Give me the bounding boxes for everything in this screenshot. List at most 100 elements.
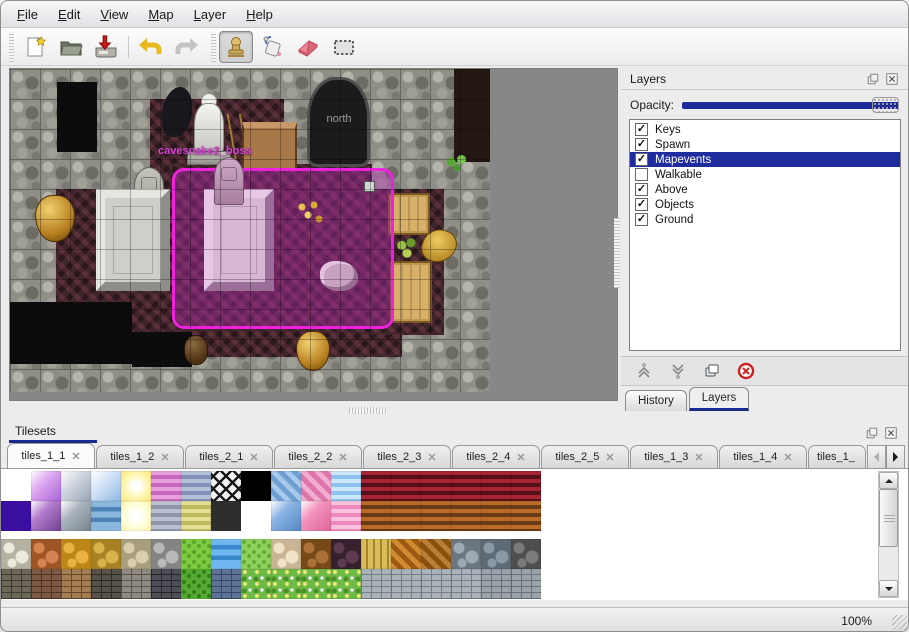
tile-cell[interactable] (31, 471, 61, 501)
layer-row-keys[interactable]: ✓ Keys (630, 122, 900, 137)
tile-cell[interactable] (301, 569, 331, 599)
tileset-tab[interactable]: tiles_1_ (808, 445, 866, 468)
tab-history[interactable]: History (625, 390, 687, 411)
tile-cell[interactable] (481, 471, 511, 501)
tile-cell[interactable] (361, 539, 391, 569)
layer-visibility-checkbox[interactable] (635, 168, 648, 181)
close-tab-icon[interactable]: ✕ (160, 451, 170, 464)
tile-cell[interactable] (421, 539, 451, 569)
tile-cell[interactable] (331, 471, 361, 501)
close-tab-icon[interactable]: ✕ (338, 451, 348, 464)
tile-cell[interactable] (451, 539, 481, 569)
raise-layer-button[interactable] (633, 360, 655, 382)
layer-visibility-checkbox[interactable]: ✓ (635, 153, 648, 166)
tileset-tab[interactable]: tiles_2_3 ✕ (363, 445, 451, 468)
scroll-up-button[interactable] (879, 472, 898, 489)
tile-cell[interactable] (181, 471, 211, 501)
tile-cell[interactable] (361, 471, 391, 501)
tile-cell[interactable] (301, 539, 331, 569)
tileset-tab[interactable]: tiles_1_4 ✕ (719, 445, 807, 468)
tile-cell[interactable] (331, 501, 361, 531)
toolbar-drag-handle[interactable] (211, 32, 216, 62)
layer-row-walkable[interactable]: Walkable (630, 167, 900, 182)
vertical-splitter[interactable] (613, 68, 621, 402)
tile-cell[interactable] (61, 501, 91, 531)
tile-cell[interactable] (271, 501, 301, 531)
tab-scroll-left-button[interactable] (867, 445, 886, 468)
tab-layers[interactable]: Layers (688, 387, 750, 411)
save-button[interactable] (89, 31, 123, 63)
close-panel-icon[interactable] (885, 72, 899, 86)
open-file-button[interactable] (54, 31, 88, 63)
menu-map[interactable]: Map (148, 6, 174, 22)
selection-resize-handle[interactable] (364, 181, 375, 192)
layer-row-above[interactable]: ✓ Above (630, 182, 900, 197)
tile-cell[interactable] (91, 471, 121, 501)
tile-cell[interactable] (151, 471, 181, 501)
toolbar-drag-handle[interactable] (9, 32, 14, 62)
tile-cell[interactable] (331, 539, 361, 569)
tile-cell[interactable] (451, 569, 481, 599)
tile-cell[interactable] (61, 539, 91, 569)
tile-cell[interactable] (361, 501, 391, 531)
window-resize-grip[interactable] (892, 615, 907, 630)
opacity-slider-handle[interactable] (872, 97, 899, 113)
layer-row-mapevents[interactable]: ✓ Mapevents (630, 152, 900, 167)
close-tab-icon[interactable]: ✕ (605, 451, 615, 464)
tile-cell[interactable] (151, 501, 181, 531)
horizontal-splitter[interactable] (1, 402, 621, 418)
tile-cell[interactable] (1, 539, 31, 569)
tile-cell[interactable] (241, 569, 271, 599)
float-panel-icon[interactable] (866, 72, 880, 86)
close-tab-icon[interactable]: ✕ (427, 451, 437, 464)
layer-visibility-checkbox[interactable]: ✓ (635, 123, 648, 136)
opacity-slider-track[interactable] (682, 102, 899, 109)
new-file-button[interactable] (19, 31, 53, 63)
layer-visibility-checkbox[interactable]: ✓ (635, 183, 648, 196)
tile-cell[interactable] (481, 539, 511, 569)
tile-cell[interactable] (91, 539, 121, 569)
redo-button[interactable] (169, 31, 203, 63)
layer-visibility-checkbox[interactable]: ✓ (635, 138, 648, 151)
close-tab-icon[interactable]: ✕ (516, 451, 526, 464)
stamp-tool-button[interactable] (219, 31, 253, 63)
tile-cell[interactable] (151, 539, 181, 569)
tileset-tab[interactable]: tiles_2_5 ✕ (541, 445, 629, 468)
tile-cell[interactable] (331, 569, 361, 599)
tile-cell[interactable] (481, 501, 511, 531)
tile-cell[interactable] (391, 471, 421, 501)
tile-cell[interactable] (211, 539, 241, 569)
splitter-grip[interactable] (349, 407, 387, 414)
close-tab-icon[interactable]: ✕ (694, 451, 704, 464)
tile-cell[interactable] (91, 569, 121, 599)
tile-cell[interactable] (61, 471, 91, 501)
tile-cell[interactable] (481, 569, 511, 599)
tileset-scrollbar[interactable] (878, 471, 899, 598)
tileset-tab[interactable]: tiles_2_1 ✕ (185, 445, 273, 468)
undo-button[interactable] (134, 31, 168, 63)
scrollbar-thumb[interactable] (879, 489, 898, 547)
tile-cell[interactable] (241, 501, 271, 531)
duplicate-layer-button[interactable] (701, 360, 723, 382)
tile-cell[interactable] (1, 569, 31, 599)
tile-cell[interactable] (451, 471, 481, 501)
delete-layer-button[interactable] (735, 360, 757, 382)
tile-cell[interactable] (451, 501, 481, 531)
tile-cell[interactable] (211, 471, 241, 501)
tile-cell[interactable] (91, 501, 121, 531)
tile-cell[interactable] (31, 569, 61, 599)
tileset-tab[interactable]: tiles_2_4 ✕ (452, 445, 540, 468)
tab-scroll-right-button[interactable] (886, 445, 905, 468)
tileset-tab[interactable]: tiles_2_2 ✕ (274, 445, 362, 468)
eraser-tool-button[interactable] (291, 31, 325, 63)
scroll-down-button[interactable] (879, 580, 898, 597)
menu-edit[interactable]: Edit (57, 6, 81, 22)
menu-file[interactable]: File (17, 6, 38, 22)
close-tab-icon[interactable]: ✕ (71, 450, 81, 463)
menu-view[interactable]: View (100, 6, 129, 22)
tile-cell[interactable] (271, 539, 301, 569)
tile-cell[interactable] (391, 569, 421, 599)
tile-cell[interactable] (511, 501, 541, 531)
lower-layer-button[interactable] (667, 360, 689, 382)
layer-row-objects[interactable]: ✓ Objects (630, 197, 900, 212)
